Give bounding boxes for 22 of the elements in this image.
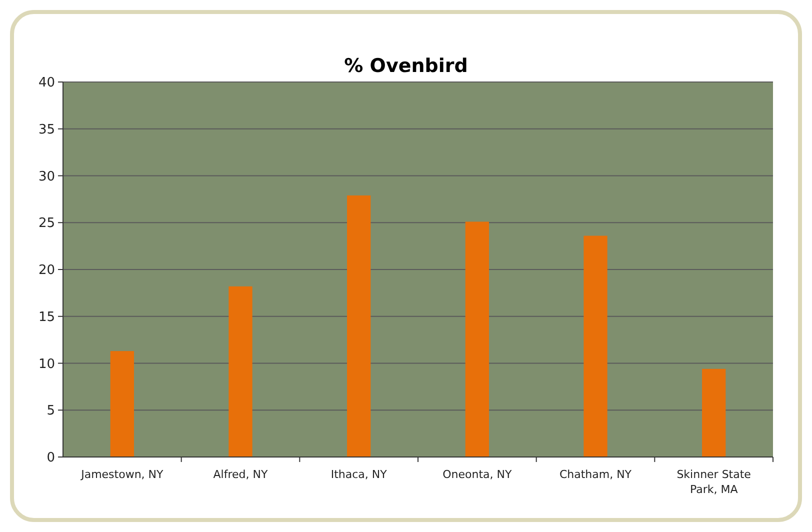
y-tick-label: 40 (38, 76, 55, 91)
y-tick-label: 5 (46, 404, 55, 419)
y-tick-label: 15 (38, 310, 55, 325)
bar (584, 236, 608, 457)
x-tick-label: Jamestown, NY (80, 468, 164, 481)
y-tick-label: 10 (38, 356, 55, 372)
x-tick-label: Chatham, NY (559, 468, 632, 481)
y-tick-label: 30 (38, 169, 55, 184)
bar (110, 351, 134, 457)
x-tick-label: Alfred, NY (213, 468, 268, 481)
y-tick-label: 25 (38, 216, 55, 232)
x-tick-label: Oneonta, NY (442, 468, 512, 481)
bar (465, 222, 489, 457)
x-tick-label: Skinner State Park, MA (676, 468, 752, 496)
y-tick-label: 20 (38, 263, 55, 278)
x-tick-label: Ithaca, NY (330, 468, 388, 481)
bar (228, 286, 252, 457)
y-tick-label: 0 (46, 450, 55, 466)
y-tick-label: 35 (38, 122, 55, 138)
chart-title: % Ovenbird (344, 55, 468, 77)
bar (347, 195, 371, 457)
bar (702, 368, 726, 457)
